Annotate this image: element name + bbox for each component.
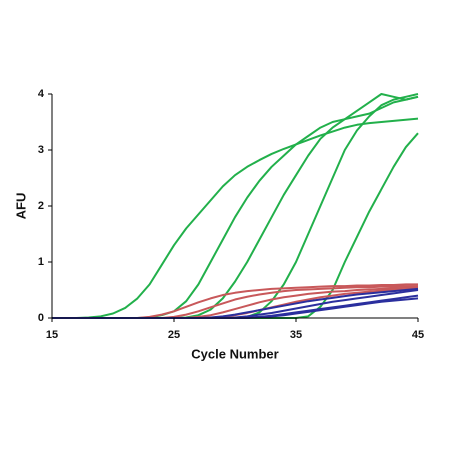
x-axis-title: Cycle Number <box>191 346 278 361</box>
x-tick-label: 35 <box>290 329 302 341</box>
x-tick-label: 15 <box>46 329 58 341</box>
x-tick-label: 45 <box>412 329 424 341</box>
y-tick-label: 2 <box>38 200 44 212</box>
y-tick-label: 4 <box>38 88 45 100</box>
y-tick-label: 0 <box>38 312 44 324</box>
y-tick-label: 1 <box>38 256 44 268</box>
curve <box>52 93 419 319</box>
y-tick-label: 3 <box>38 144 44 156</box>
curve <box>52 93 419 319</box>
curve <box>52 117 419 319</box>
x-tick-label: 25 <box>168 329 180 341</box>
y-axis-title: AFU <box>13 193 28 220</box>
curve <box>52 285 418 319</box>
